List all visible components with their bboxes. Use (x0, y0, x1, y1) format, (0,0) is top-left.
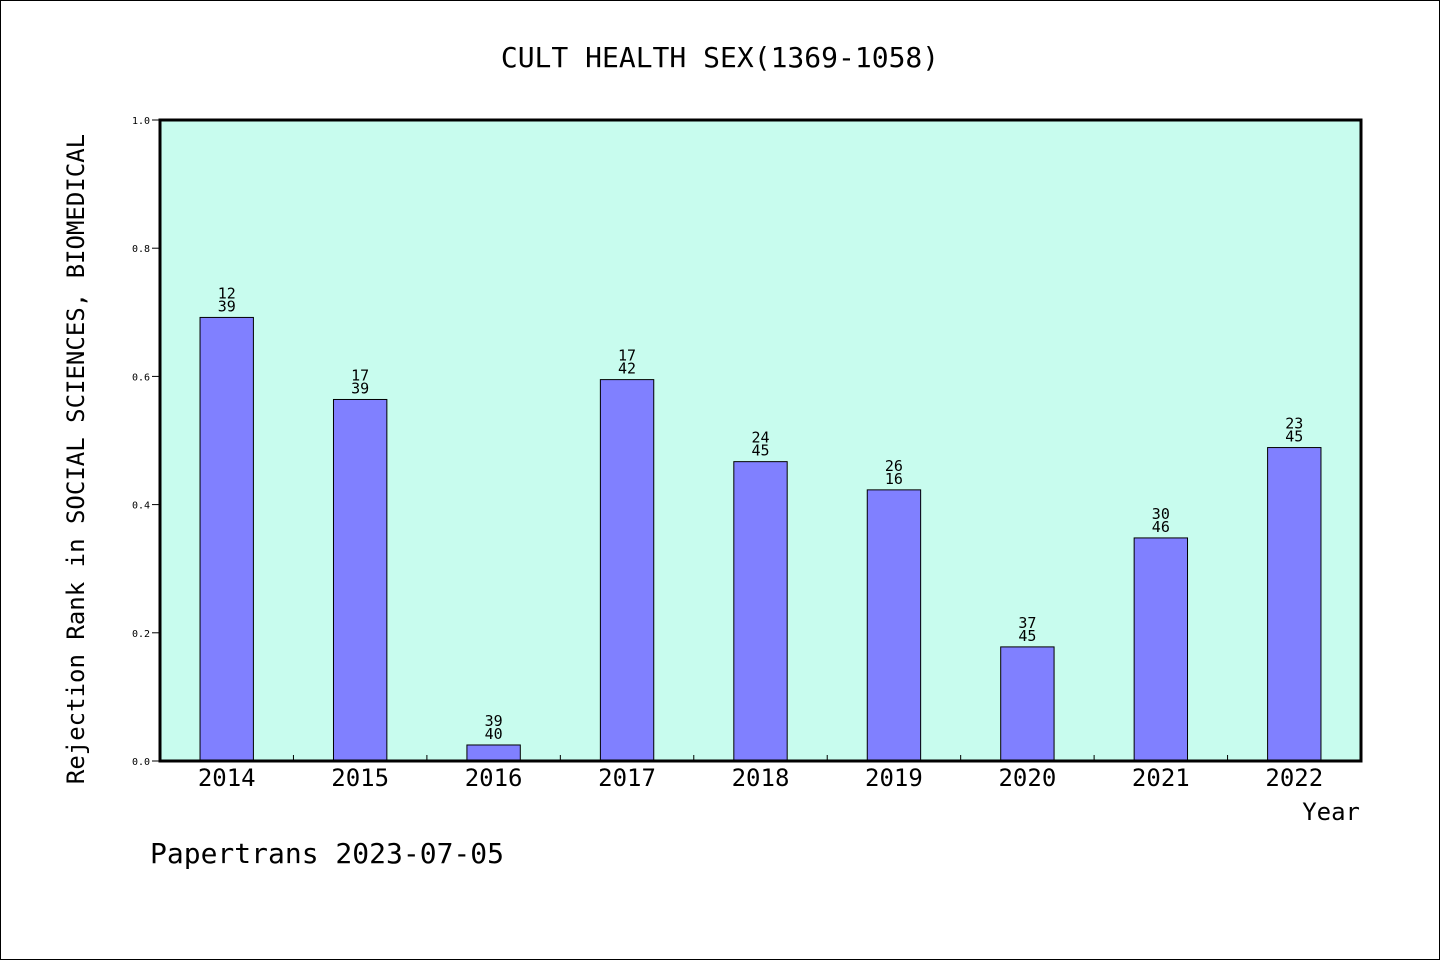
bar-label-top-2015: 17 (351, 366, 369, 384)
bar-label-bottom-2018: 45 (751, 442, 769, 460)
bar-2019 (866, 489, 922, 762)
bar-label-bottom-2016: 40 (485, 725, 503, 743)
y-tick-label: 0.2 (132, 629, 150, 640)
bar-label-bottom-2017: 42 (618, 360, 636, 378)
y-tick-label: 1.0 (132, 116, 150, 127)
bar-2017 (599, 379, 655, 762)
x-tick-label-2015: 2015 (331, 764, 389, 792)
bar-label-top-2021: 30 (1152, 505, 1170, 523)
bar-label-bottom-2020: 45 (1018, 627, 1036, 645)
bar-2021 (1133, 537, 1189, 762)
bar-label-top-2022: 23 (1285, 415, 1303, 433)
bar-label-top-2017: 17 (618, 347, 636, 365)
y-tick-label: 0.6 (132, 372, 150, 383)
x-tick-label-2018: 2018 (732, 764, 790, 792)
x-tick-label-2019: 2019 (865, 764, 923, 792)
bar-label-top-2018: 24 (751, 429, 769, 447)
bar-2022 (1267, 447, 1322, 762)
x-tick-label-2021: 2021 (1132, 764, 1190, 792)
bar-label-top-2019: 26 (885, 457, 903, 475)
x-tick-label-2016: 2016 (465, 764, 523, 792)
x-tick-label-2014: 2014 (198, 764, 256, 792)
bar-label-top-2020: 37 (1018, 614, 1036, 632)
bar-label-bottom-2019: 16 (885, 470, 903, 488)
y-tick-label: 0.0 (132, 757, 150, 768)
bar-label-bottom-2015: 39 (351, 379, 369, 397)
bar-label-top-2014: 12 (218, 284, 236, 302)
bar-2015 (332, 398, 388, 762)
y-axis-label: Rejection Rank in SOCIAL SCIENCES, BIOME… (62, 134, 90, 784)
x-tick-label-2020: 2020 (998, 764, 1056, 792)
bar-2014 (199, 316, 254, 762)
bar-label-bottom-2022: 45 (1285, 428, 1303, 446)
plot-frame (158, 118, 1363, 763)
bars-group (199, 316, 1322, 762)
bar-2020 (1000, 646, 1055, 762)
y-tick-label: 0.4 (132, 501, 150, 512)
x-tick-label-2022: 2022 (1265, 764, 1323, 792)
footer-source-date: Papertrans 2023-07-05 (150, 837, 504, 870)
chart-title: CULT HEALTH SEX(1369-1058) (501, 41, 939, 74)
bar-label-top-2016: 39 (485, 712, 503, 730)
bar-label-bottom-2014: 39 (218, 297, 236, 315)
bar-2018 (733, 461, 788, 762)
x-axis-ticks: 2014 2015 2016 2017 2018 2019 2020 2021 2022 (198, 755, 1323, 792)
bar-2016 (466, 744, 521, 762)
x-axis-label: Year (1302, 798, 1360, 826)
y-tick-label: 0.8 (132, 244, 150, 255)
x-tick-label-2017: 2017 (598, 764, 656, 792)
bar-label-bottom-2021: 46 (1152, 518, 1170, 536)
